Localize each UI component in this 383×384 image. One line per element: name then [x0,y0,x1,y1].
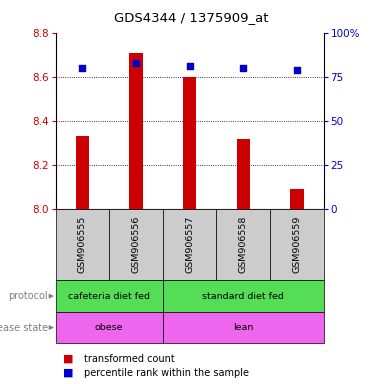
Text: protocol: protocol [8,291,48,301]
Text: disease state: disease state [0,323,48,333]
Text: GSM906556: GSM906556 [131,216,141,273]
Text: GSM906558: GSM906558 [239,216,248,273]
Bar [290,189,304,209]
Bar [76,136,89,209]
Point [187,63,193,69]
Point [240,65,246,71]
Text: percentile rank within the sample: percentile rank within the sample [84,368,249,378]
Text: standard diet fed: standard diet fed [202,291,284,301]
Point [294,67,300,73]
Bar [129,53,142,209]
Text: ■: ■ [63,354,74,364]
Text: transformed count: transformed count [84,354,175,364]
Text: ■: ■ [63,368,74,378]
Text: GSM906557: GSM906557 [185,216,194,273]
Text: GSM906559: GSM906559 [292,216,301,273]
Bar [183,77,196,209]
Text: GSM906555: GSM906555 [78,216,87,273]
Point [79,65,85,71]
Text: obese: obese [95,323,123,332]
Text: cafeteria diet fed: cafeteria diet fed [68,291,150,301]
Point [133,60,139,66]
Bar [237,139,250,209]
Text: lean: lean [233,323,254,332]
Text: GDS4344 / 1375909_at: GDS4344 / 1375909_at [114,11,269,24]
